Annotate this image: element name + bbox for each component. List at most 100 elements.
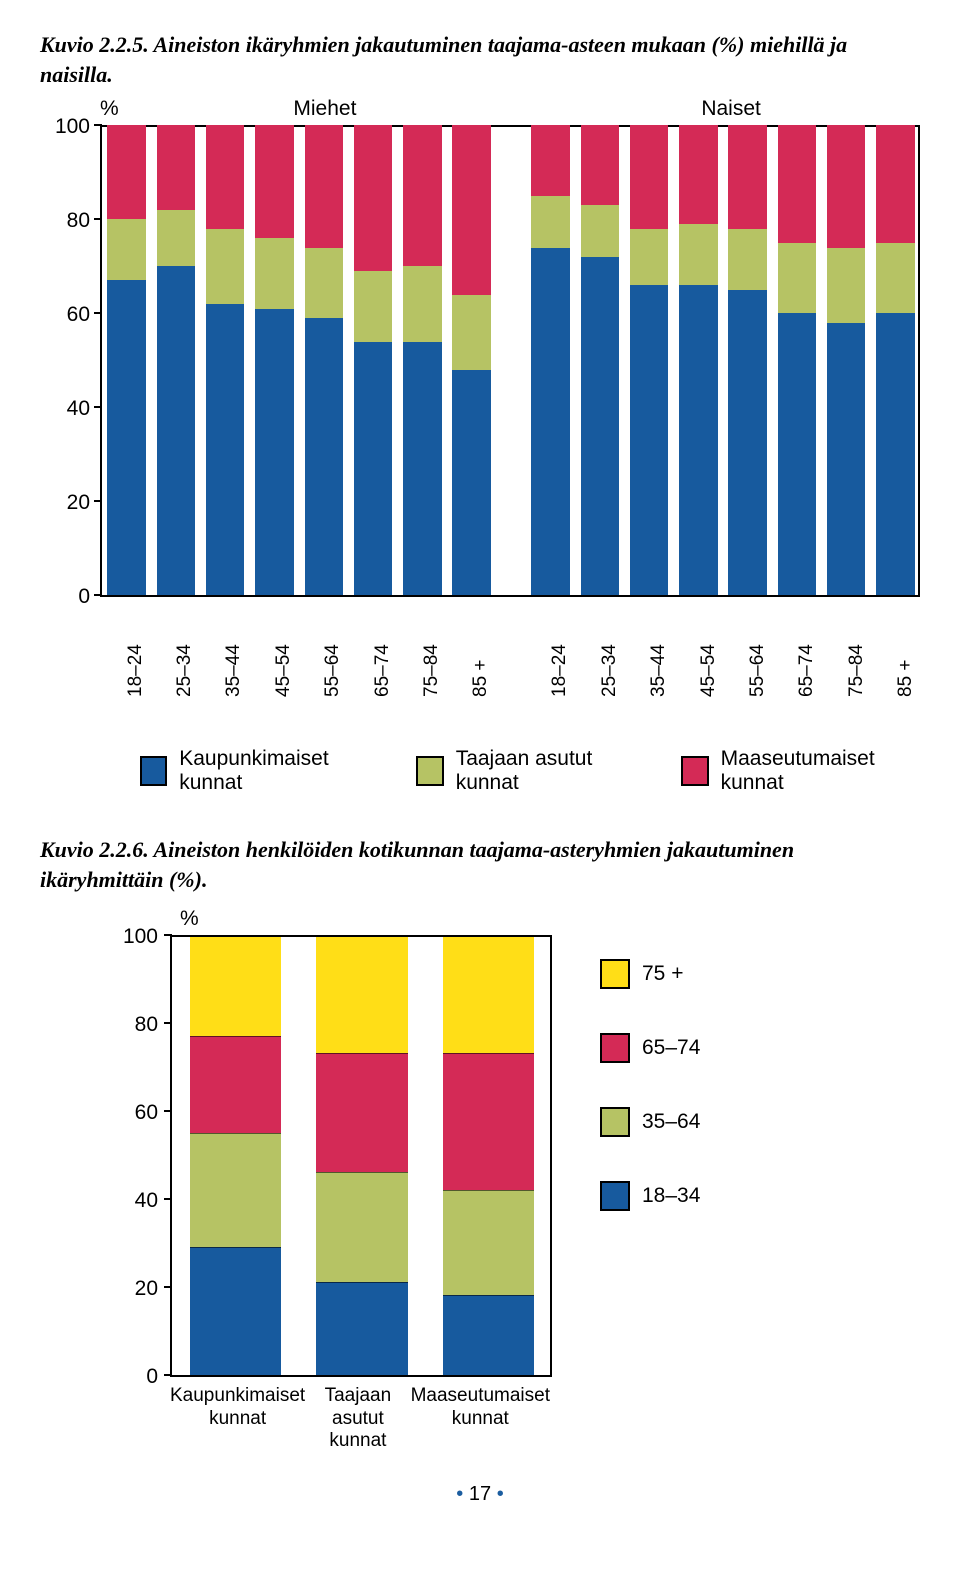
chart1-seg-taajaan bbox=[305, 248, 343, 319]
legend-swatch bbox=[681, 756, 708, 786]
percent-symbol-2: % bbox=[180, 907, 552, 931]
chart1-seg-maaseutu bbox=[452, 125, 490, 294]
chart1-xlabel: 85 + bbox=[470, 660, 492, 698]
chart1-bar-naiset bbox=[871, 125, 920, 595]
chart1-xlabel: 75–84 bbox=[421, 645, 443, 698]
chart2-legend-item: 18–34 bbox=[600, 1181, 700, 1211]
chart2-ytick: 60 bbox=[135, 1101, 158, 1125]
chart1-seg-maaseutu bbox=[876, 125, 914, 243]
figure-caption-2: Kuvio 2.2.6. Aineiston henkilöiden kotik… bbox=[40, 835, 920, 894]
legend-label: 75 + bbox=[642, 962, 683, 986]
chart1-seg-maaseutu bbox=[157, 125, 195, 210]
chart2-ytick: 20 bbox=[135, 1277, 158, 1301]
chart2-bar bbox=[443, 935, 534, 1375]
chart1-xlabel: 25–34 bbox=[599, 645, 621, 698]
chart1-seg-kaupunki bbox=[206, 304, 244, 595]
chart1-seg-kaupunki bbox=[728, 290, 766, 596]
chart1-seg-maaseutu bbox=[403, 125, 441, 266]
legend-label: 65–74 bbox=[642, 1036, 700, 1060]
chart2-seg-g65_74 bbox=[190, 1036, 281, 1133]
chart1-bar-miehet bbox=[151, 125, 200, 595]
chart1-bar-miehet bbox=[201, 125, 250, 595]
chart1-seg-maaseutu bbox=[305, 125, 343, 247]
chart2-x-labels: KaupunkimaisetkunnatTaajaanasututkunnatM… bbox=[170, 1385, 550, 1453]
chart2-legend: 75 + 65–74 35–64 18–34 bbox=[600, 959, 700, 1453]
chart1-seg-maaseutu bbox=[107, 125, 145, 219]
chart1-seg-maaseutu bbox=[728, 125, 766, 228]
caption-1-text: Kuvio 2.2.5. Aineiston ikäryhmien jakaut… bbox=[40, 32, 847, 87]
chart1-legend: Kaupunkimaiset kunnat Taajaan asutut kunn… bbox=[140, 747, 920, 795]
chart2-bar bbox=[316, 935, 407, 1375]
chart1-seg-taajaan bbox=[157, 210, 195, 266]
chart2-seg-g35_64 bbox=[443, 1190, 534, 1296]
chart1-bar-miehet bbox=[102, 125, 151, 595]
chart1-seg-taajaan bbox=[206, 229, 244, 304]
chart1-bar-miehet bbox=[447, 125, 496, 595]
footer-bullet-right: • bbox=[497, 1483, 504, 1505]
chart1-xlabel: 55–64 bbox=[747, 645, 769, 698]
chart1-seg-kaupunki bbox=[827, 323, 865, 596]
chart1-seg-taajaan bbox=[531, 196, 569, 248]
chart2-seg-g65_74 bbox=[316, 1053, 407, 1172]
chart1-seg-maaseutu bbox=[778, 125, 816, 243]
chart1-seg-taajaan bbox=[107, 219, 145, 280]
chart1-bar-naiset bbox=[575, 125, 624, 595]
chart2-seg-g35_64 bbox=[190, 1133, 281, 1247]
legend-swatch bbox=[600, 1107, 630, 1137]
chart1-seg-taajaan bbox=[827, 248, 865, 323]
chart1-seg-kaupunki bbox=[679, 285, 717, 595]
chart1-xlabel: 35–44 bbox=[223, 645, 245, 698]
legend-label: 35–64 bbox=[642, 1110, 700, 1134]
legend-swatch bbox=[140, 756, 167, 786]
chart2-ytick: 100 bbox=[123, 925, 158, 949]
legend-label: 18–34 bbox=[642, 1184, 700, 1208]
chart2-seg-g75p bbox=[316, 935, 407, 1054]
chart1-ytick: 0 bbox=[78, 585, 90, 609]
chart1-seg-taajaan bbox=[452, 295, 490, 370]
chart2-seg-g75p bbox=[443, 935, 534, 1054]
chart1-legend-item: Maaseutumaiset kunnat bbox=[681, 747, 920, 795]
chart1-seg-kaupunki bbox=[452, 370, 490, 596]
chart1-ytick: 60 bbox=[67, 303, 90, 327]
chart1-bar-miehet bbox=[250, 125, 299, 595]
legend-swatch bbox=[416, 756, 443, 786]
chart1-seg-taajaan bbox=[630, 229, 668, 285]
group-label-naiset: Naiset bbox=[542, 97, 920, 121]
chart1-legend-item: Taajaan asutut kunnat bbox=[416, 747, 639, 795]
chart1-ytick: 100 bbox=[55, 115, 90, 139]
chart2-xlabel: Kaupunkimaisetkunnat bbox=[170, 1385, 305, 1453]
chart1-bar-naiset bbox=[822, 125, 871, 595]
chart1-seg-taajaan bbox=[255, 238, 293, 309]
legend-label: Taajaan asutut kunnat bbox=[456, 747, 640, 795]
chart2-seg-g75p bbox=[190, 935, 281, 1036]
chart1-seg-kaupunki bbox=[531, 248, 569, 596]
chart1-seg-maaseutu bbox=[630, 125, 668, 228]
chart1-xlabel: 45–54 bbox=[698, 645, 720, 698]
group-label-miehet: Miehet bbox=[136, 97, 514, 121]
chart1-legend-item: Kaupunkimaiset kunnat bbox=[140, 747, 374, 795]
chart1-xlabel: 35–44 bbox=[648, 645, 670, 698]
chart1-seg-maaseutu bbox=[581, 125, 619, 205]
chart1-seg-kaupunki bbox=[778, 313, 816, 595]
chart2-legend-item: 35–64 bbox=[600, 1107, 700, 1137]
chart2-plot bbox=[170, 935, 552, 1377]
chart1-ytick: 80 bbox=[67, 209, 90, 233]
chart1-seg-kaupunki bbox=[107, 280, 145, 595]
chart1-seg-kaupunki bbox=[581, 257, 619, 595]
chart1-xlabel: 85 + bbox=[895, 660, 917, 698]
chart-2: % 020406080100 KaupunkimaisetkunnatTaaja… bbox=[40, 907, 920, 1453]
chart1-xlabel: 65–74 bbox=[372, 645, 394, 698]
chart1-seg-taajaan bbox=[403, 266, 441, 341]
legend-label: Kaupunkimaiset kunnat bbox=[179, 747, 374, 795]
chart1-xlabel: 55–64 bbox=[322, 645, 344, 698]
chart1-seg-kaupunki bbox=[876, 313, 914, 595]
chart1-xlabel: 45–54 bbox=[273, 645, 295, 698]
chart1-xlabel: 65–74 bbox=[796, 645, 818, 698]
chart2-ytick: 40 bbox=[135, 1189, 158, 1213]
percent-symbol-1: % bbox=[100, 97, 136, 121]
chart1-seg-taajaan bbox=[728, 229, 766, 290]
chart1-seg-maaseutu bbox=[531, 125, 569, 196]
chart1-ytick: 40 bbox=[67, 397, 90, 421]
chart2-ytick: 0 bbox=[146, 1365, 158, 1389]
chart1-bar-naiset bbox=[624, 125, 673, 595]
